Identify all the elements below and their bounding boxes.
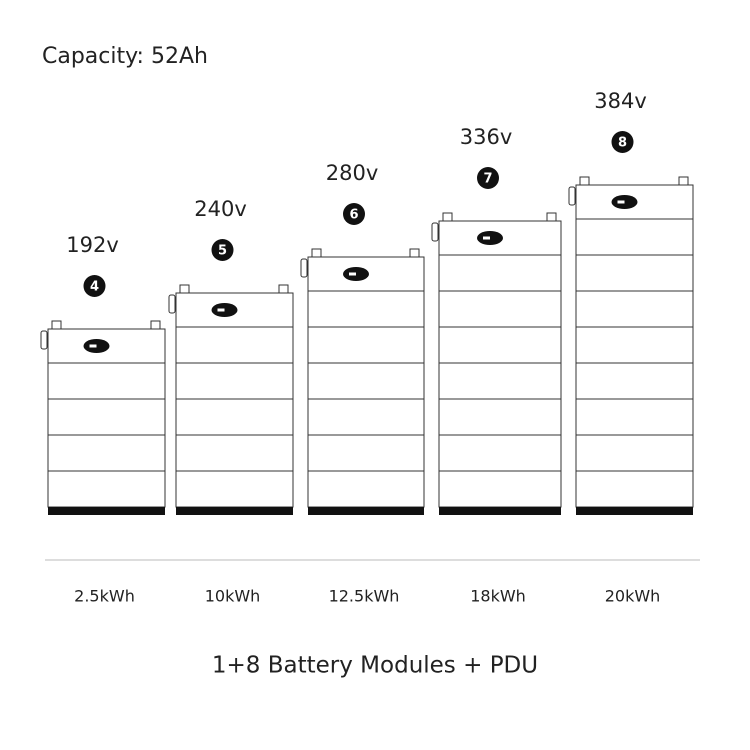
- handle: [546, 212, 557, 222]
- base: [48, 507, 165, 515]
- display-dot: [617, 200, 625, 204]
- battery-module: [575, 398, 694, 436]
- battery-module: [575, 290, 694, 328]
- battery-module: [438, 398, 562, 436]
- battery-module: [47, 362, 166, 400]
- battery-module: [438, 254, 562, 292]
- handle: [442, 212, 453, 222]
- module-count: 5: [218, 244, 227, 259]
- module-badge: [343, 203, 365, 225]
- battery-module: [47, 434, 166, 472]
- side-bracket: [40, 330, 48, 350]
- display-dot: [483, 236, 490, 240]
- base: [308, 507, 424, 515]
- battery-module: [438, 470, 562, 508]
- handle: [179, 284, 190, 294]
- energy-label: 10kWh: [205, 587, 261, 606]
- battery-module: [438, 434, 562, 472]
- voltage-label: 192v: [66, 233, 119, 257]
- base: [576, 507, 693, 515]
- battery-module: [575, 470, 694, 508]
- voltage-label: 240v: [194, 197, 247, 221]
- voltage-label: 336v: [460, 125, 513, 149]
- battery-module: [307, 470, 425, 508]
- display-dot: [217, 308, 225, 312]
- battery-module: [47, 470, 166, 508]
- battery-module: [175, 398, 294, 436]
- battery-module: [438, 326, 562, 364]
- handle: [579, 176, 590, 186]
- display-dot: [349, 272, 356, 276]
- side-bracket: [431, 222, 439, 242]
- handle: [278, 284, 289, 294]
- battery-module: [575, 326, 694, 364]
- battery-module: [307, 398, 425, 436]
- battery-module: [575, 218, 694, 256]
- module-count: 7: [483, 172, 492, 187]
- handle: [51, 320, 62, 330]
- module-count: 6: [349, 208, 358, 223]
- module-badge: [83, 275, 106, 297]
- base: [439, 507, 561, 515]
- energy-label: 18kWh: [470, 587, 526, 606]
- battery-module: [575, 254, 694, 292]
- battery-module: [307, 326, 425, 364]
- energy-label: 2.5kWh: [74, 587, 135, 606]
- battery-module: [175, 434, 294, 472]
- battery-module: [307, 434, 425, 472]
- battery-module: [438, 362, 562, 400]
- battery-module: [438, 290, 562, 328]
- battery-module: [307, 362, 425, 400]
- title: Capacity: 52Ah: [42, 44, 208, 69]
- side-bracket: [300, 258, 308, 278]
- energy-label: 20kWh: [605, 587, 661, 606]
- side-bracket: [168, 294, 176, 314]
- battery-module: [47, 398, 166, 436]
- battery-module: [175, 326, 294, 364]
- base: [176, 507, 293, 515]
- voltage-label: 280v: [326, 161, 379, 185]
- module-badge: [211, 239, 234, 261]
- handle: [150, 320, 161, 330]
- module-badge: [477, 167, 499, 189]
- voltage-label: 384v: [594, 89, 647, 113]
- module-count: 4: [90, 280, 99, 295]
- battery-module: [575, 434, 694, 472]
- module-count: 8: [618, 136, 627, 151]
- side-bracket: [568, 186, 576, 206]
- handle: [678, 176, 689, 186]
- handle: [311, 248, 322, 258]
- battery-module: [575, 362, 694, 400]
- battery-module: [175, 470, 294, 508]
- display-dot: [89, 344, 97, 348]
- battery-module: [307, 290, 425, 328]
- battery-module: [175, 362, 294, 400]
- energy-label: 12.5kWh: [329, 587, 400, 606]
- handle: [409, 248, 420, 258]
- footer: 1+8 Battery Modules + PDU: [212, 653, 538, 679]
- module-badge: [611, 131, 634, 153]
